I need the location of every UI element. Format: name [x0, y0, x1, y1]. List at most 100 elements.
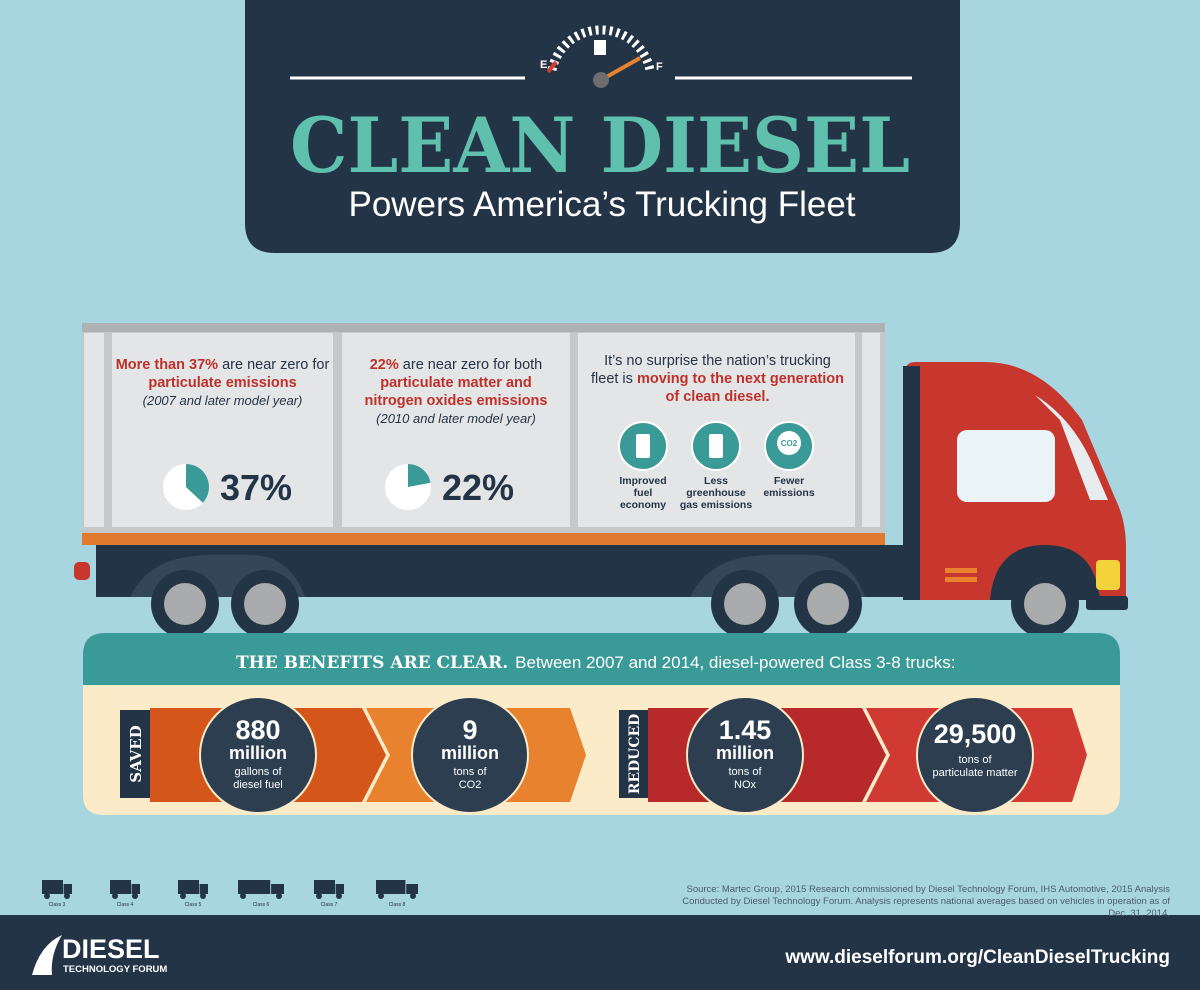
icon-text: CO2: [781, 439, 798, 448]
icon-label-line: Improved: [619, 475, 666, 487]
title: CLEAN DIESEL: [290, 101, 910, 190]
logo-mark: [32, 935, 62, 975]
stat-desc-line: tons of: [958, 754, 992, 766]
stat-amount: 1.45: [719, 715, 772, 745]
trailer-stripe: [82, 533, 885, 545]
icon-glyph: [636, 434, 650, 458]
truck-icon-wheel: [410, 893, 416, 899]
truck-class-label: Class 7: [321, 902, 338, 908]
stat-desc-line: NOx: [734, 779, 757, 791]
stat-amount: 29,500: [934, 719, 1017, 749]
gauge-empty-mark: [546, 60, 558, 74]
icon-label-line: greenhouse: [686, 487, 746, 499]
lead: 22%: [369, 357, 399, 373]
gauge-hub: [593, 72, 609, 88]
truck-icon-cab: [131, 884, 140, 894]
truck-icon-cab: [406, 884, 418, 894]
gauge-full: F: [656, 61, 663, 73]
truck-icon-wheel: [378, 893, 384, 899]
hubcap: [807, 583, 849, 625]
stat-desc: tons of particulate matter: [933, 754, 1018, 779]
subtitle: Powers America’s Trucking Fleet: [348, 185, 855, 224]
icon-label: Less greenhouse gas emissions: [680, 475, 753, 511]
trailer-roof: [82, 323, 885, 332]
icon-label-line: gas emissions: [680, 499, 753, 511]
truck-icon-wheel: [240, 893, 246, 899]
highlight: particulate emissions: [148, 375, 297, 391]
stat-amount: 880: [235, 715, 280, 745]
hubcap: [1024, 583, 1066, 625]
trailer-panel: [342, 333, 570, 527]
pie-slice: [408, 464, 431, 487]
headlight: [1096, 560, 1120, 590]
truck-icon: [42, 880, 63, 894]
stat-unit: million: [716, 743, 774, 763]
stat-unit: million: [441, 743, 499, 763]
trailer-panel: [84, 333, 104, 527]
hubcap: [724, 583, 766, 625]
highlight: particulate matter and nitrogen oxides e…: [364, 375, 548, 409]
stat-desc: tons of NOx: [728, 766, 762, 791]
truck-icon: [376, 880, 406, 894]
text: It’s no surprise the nation’s trucking f…: [591, 353, 831, 387]
stat-desc-line: diesel fuel: [233, 779, 283, 791]
truck-icon-cab: [271, 884, 284, 894]
stat-desc: gallons of diesel fuel: [233, 766, 283, 791]
icon-label-line: economy: [620, 499, 666, 511]
panel-text: More than 37% are near zero for particul…: [112, 356, 333, 410]
note: (2010 and later model year): [376, 411, 536, 426]
tail-light: [74, 562, 90, 580]
truck-class-label: Class 4: [117, 902, 134, 908]
footer: [0, 915, 1200, 990]
gauge-pump: [594, 40, 606, 55]
truck-icon: [178, 880, 199, 894]
truck-icon-wheel: [44, 893, 50, 899]
panel-text: It’s no surprise the nation’s trucking f…: [590, 352, 845, 406]
group-tag: [619, 710, 648, 798]
benefits-band: [83, 633, 1120, 685]
hubcap: [164, 583, 206, 625]
truck-class-label: Class 3: [49, 902, 66, 908]
bumper: [1086, 596, 1128, 610]
stat-desc-line: particulate matter: [933, 767, 1018, 779]
grille: [945, 577, 977, 582]
lead: More than 37%: [115, 357, 219, 373]
stat-desc-line: CO2: [459, 779, 482, 791]
stat-circle: [411, 696, 529, 814]
group-tag: [120, 710, 150, 798]
icon-cloud: [777, 431, 801, 455]
truck-icon: [314, 880, 335, 894]
text: are near zero for: [222, 357, 330, 373]
truck-icon-wheel: [112, 893, 118, 899]
gauge-empty: E: [540, 59, 547, 71]
truck-icon-cab: [335, 884, 344, 894]
trailer-panel: [112, 333, 333, 527]
wheels: [151, 570, 1079, 638]
truck-icon-cab: [199, 884, 208, 894]
stat-amount: 9: [462, 715, 477, 745]
cab-post: [903, 366, 920, 600]
note: (2007 and later model year): [142, 393, 303, 408]
icon-label-line: Less: [704, 475, 728, 487]
pie-label: 37%: [220, 467, 292, 508]
truck-icon-wheel: [316, 893, 322, 899]
stat-circle: [686, 696, 804, 814]
icon-label-line: Fewer: [774, 475, 804, 487]
benefits-lead: THE BENEFITS ARE CLEAR.: [236, 653, 508, 673]
truck-icon: [110, 880, 131, 894]
truck-class-label: Class 6: [253, 902, 270, 908]
truck-icon-wheel: [64, 893, 70, 899]
icon-label: Fewer emissions: [763, 475, 815, 499]
stat-desc: tons of CO2: [453, 766, 487, 791]
icon-glyph: [709, 434, 723, 458]
truck-class-label: Class 5: [185, 902, 202, 908]
grille: [945, 568, 977, 573]
pie-slice: [186, 464, 209, 503]
truck-icon: [238, 880, 271, 894]
group-label: REDUCED: [627, 714, 643, 795]
truck-icon-wheel: [180, 893, 186, 899]
logo: DIESEL: [62, 934, 160, 964]
